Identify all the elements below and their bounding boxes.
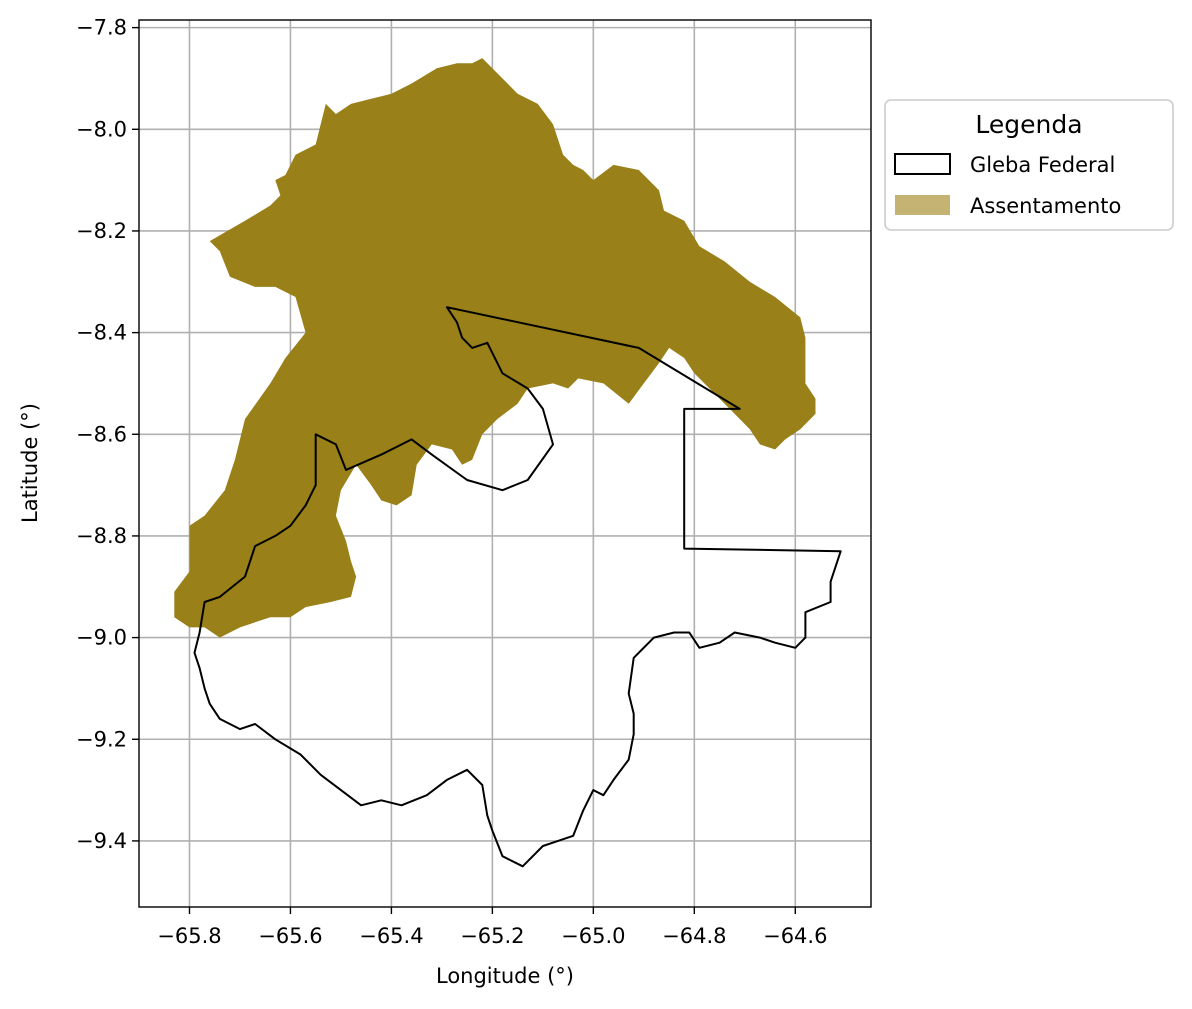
x-tick-label: −65.8 <box>157 924 221 948</box>
legend-label-assentamento: Assentamento <box>970 194 1121 218</box>
x-tick-label: −64.6 <box>763 924 827 948</box>
legend-label-gleba-federal: Gleba Federal <box>970 153 1115 177</box>
x-tick-label: −65.0 <box>561 924 625 948</box>
y-tick-label: −9.0 <box>76 626 127 650</box>
x-axis-label: Longitude (°) <box>436 964 574 988</box>
y-axis-ticks: −7.8 −8.0 −8.2 −8.4 −8.6 −8.8 −9.0 −9.2 −9.4 <box>76 16 139 853</box>
assentamento-polygon <box>174 58 816 638</box>
x-tick-label: −65.4 <box>359 924 423 948</box>
y-tick-label: −8.0 <box>76 117 127 141</box>
plot-frame <box>138 19 872 908</box>
y-tick-label: −9.2 <box>76 727 127 751</box>
map-features <box>174 58 842 868</box>
y-tick-label: −8.4 <box>76 321 127 345</box>
x-axis-ticks: −65.8 −65.6 −65.4 −65.2 −65.0 −64.8 −64.6 <box>157 907 827 948</box>
y-tick-label: −8.6 <box>76 422 127 446</box>
legend-frame <box>884 99 1174 231</box>
legend-swatch-assentamento <box>895 195 950 215</box>
y-tick-label: −8.2 <box>76 219 127 243</box>
y-tick-label: −8.8 <box>76 524 127 548</box>
gleba-federal-polygon <box>193 306 842 868</box>
y-tick-label: −7.8 <box>76 16 127 40</box>
y-axis-label: Latitude (°) <box>18 403 42 523</box>
legend-swatch-gleba-federal <box>894 153 951 175</box>
legend: Legenda Gleba Federal Assentamento <box>884 99 1174 231</box>
y-tick-label: −9.4 <box>76 829 127 853</box>
x-tick-label: −65.6 <box>258 924 322 948</box>
x-tick-label: −65.2 <box>460 924 524 948</box>
legend-title: Legenda <box>975 110 1082 139</box>
x-tick-label: −64.8 <box>662 924 726 948</box>
